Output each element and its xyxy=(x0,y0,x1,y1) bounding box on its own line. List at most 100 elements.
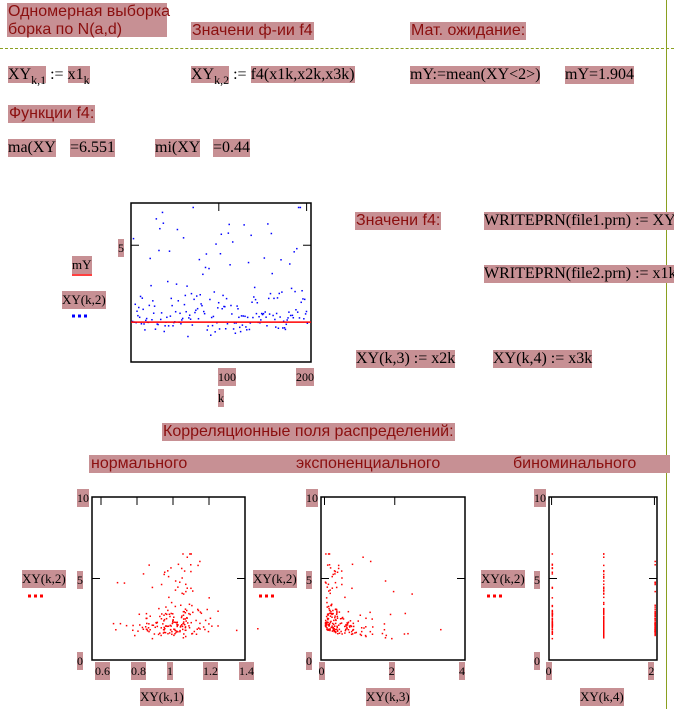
data-point xyxy=(140,323,143,325)
label-binomial: биноминального xyxy=(513,455,637,472)
data-point xyxy=(181,625,184,628)
data-point xyxy=(347,610,350,613)
data-point xyxy=(603,593,605,595)
data-point xyxy=(181,319,183,321)
data-point xyxy=(331,575,333,578)
data-point xyxy=(154,328,157,330)
data-point xyxy=(168,250,171,252)
data-point xyxy=(340,570,343,572)
expectation-heading[interactable]: Мат. ожидание: xyxy=(410,22,527,40)
data-point xyxy=(344,596,346,599)
func-values-heading[interactable]: Значени ф-ии f4 xyxy=(191,22,314,40)
writeprn-file2[interactable]: WRITEPRN(file2.prn) := x1k xyxy=(484,265,674,283)
data-point xyxy=(551,614,554,616)
data-point xyxy=(235,629,238,632)
data-point xyxy=(197,317,200,320)
data-point xyxy=(232,328,235,330)
data-point xyxy=(341,583,343,586)
data-point xyxy=(177,563,180,566)
correlation-heading[interactable]: Корреляционные поля распределений: xyxy=(162,423,455,441)
data-point xyxy=(144,626,147,628)
data-point xyxy=(603,601,605,604)
data-point xyxy=(305,310,308,313)
data-point xyxy=(186,587,188,589)
data-point xyxy=(146,630,149,632)
data-point xyxy=(250,234,252,237)
data-point xyxy=(350,630,353,633)
writeprn-file1[interactable]: WRITEPRN(file1.prn) := XY xyxy=(484,212,674,230)
data-point xyxy=(282,320,285,323)
data-point xyxy=(203,312,206,315)
data-point xyxy=(654,631,656,634)
f4-values-label[interactable]: Значени f4: xyxy=(355,212,442,230)
data-point xyxy=(332,623,335,625)
data-point xyxy=(207,325,209,327)
data-point xyxy=(170,567,172,569)
data-point xyxy=(551,567,554,570)
data-point xyxy=(325,615,328,618)
data-point xyxy=(348,625,351,627)
xy4-definition[interactable]: XY(k,4) := x3k xyxy=(493,350,593,368)
data-point xyxy=(289,314,292,317)
legend-xy-top: XY(k,2) xyxy=(62,291,106,309)
sample-title[interactable]: Одномерная выборка борка по N(a,d) xyxy=(7,3,170,38)
data-point xyxy=(184,294,187,297)
data-point xyxy=(179,626,182,628)
data-point xyxy=(284,328,287,331)
data-point xyxy=(147,627,150,629)
data-point xyxy=(355,631,358,634)
data-point xyxy=(154,626,157,629)
data-point xyxy=(389,613,392,616)
y-tick-label: 0 xyxy=(534,652,540,670)
data-point xyxy=(223,305,225,308)
data-point xyxy=(179,625,182,627)
data-point xyxy=(190,587,192,590)
data-point xyxy=(167,625,170,627)
data-point xyxy=(204,619,207,622)
data-point xyxy=(334,615,336,617)
right-margin-line xyxy=(666,0,667,709)
data-point xyxy=(286,319,288,321)
x-tick-label: 0 xyxy=(545,662,552,680)
data-point xyxy=(551,621,554,624)
data-point xyxy=(262,312,265,315)
data-point xyxy=(240,315,243,317)
data-point xyxy=(167,280,169,283)
xlabel-k: k xyxy=(218,389,224,407)
tick-5: 5 xyxy=(118,239,124,257)
data-point xyxy=(179,630,181,633)
max-value[interactable]: =6.551 xyxy=(70,139,116,157)
xy2-definition[interactable]: XYk,2 := f4(x1k,x2k,x3k) xyxy=(191,66,355,87)
tick-100: 100 xyxy=(218,368,236,386)
min-expr[interactable]: mi(XY xyxy=(155,139,201,157)
data-point xyxy=(369,560,372,563)
xy1-definition[interactable]: XYk,1 := x1k xyxy=(8,66,90,87)
min-value[interactable]: =0.44 xyxy=(213,139,251,157)
data-point xyxy=(336,571,339,574)
data-point xyxy=(169,315,172,317)
xy3-definition[interactable]: XY(k,3) := x2k xyxy=(356,350,456,368)
xy2-lhs: XYk,2 xyxy=(191,66,230,87)
data-point xyxy=(151,318,153,321)
functions-heading[interactable]: Функции f4: xyxy=(8,105,96,123)
data-point xyxy=(189,613,191,616)
data-point xyxy=(329,629,331,632)
exponential-xlabel: XY(k,3) xyxy=(366,688,410,706)
data-point xyxy=(244,315,246,318)
mean-definition[interactable]: mY:=mean(XY<2>) xyxy=(410,66,541,84)
data-point xyxy=(335,631,337,634)
data-point xyxy=(209,617,212,620)
data-point xyxy=(294,290,296,293)
data-point xyxy=(337,624,340,626)
data-point xyxy=(159,632,161,634)
distribution-labels[interactable]: нормального экспоненциального биноминаль… xyxy=(89,455,670,473)
data-point xyxy=(177,624,179,626)
mean-result[interactable]: mY=1.904 xyxy=(565,66,635,84)
max-expr[interactable]: ma(XY xyxy=(8,139,56,157)
data-point xyxy=(176,625,178,628)
data-point xyxy=(142,573,145,575)
data-point xyxy=(603,564,605,567)
data-point xyxy=(148,623,150,625)
data-point xyxy=(603,633,605,635)
data-point xyxy=(328,590,330,592)
